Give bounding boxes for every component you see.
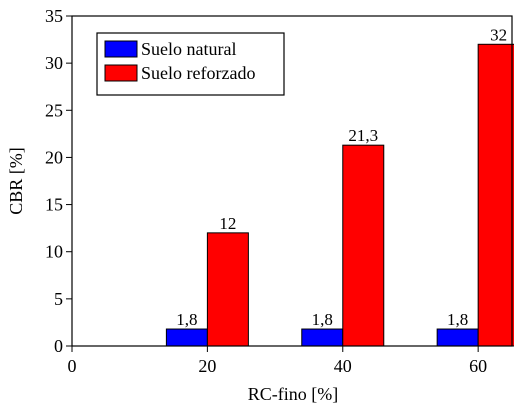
y-tick-label: 10 bbox=[45, 242, 63, 262]
bar bbox=[301, 328, 344, 347]
y-tick-label: 5 bbox=[54, 289, 63, 309]
value-label: 1,8 bbox=[176, 310, 197, 329]
bar bbox=[436, 328, 479, 347]
y-tick-label: 35 bbox=[45, 6, 63, 26]
legend-swatch bbox=[104, 64, 138, 82]
bar bbox=[477, 43, 514, 347]
y-axis-label: CBR [%] bbox=[6, 147, 26, 215]
value-label: 1,8 bbox=[447, 310, 468, 329]
legend-label: Suelo natural bbox=[141, 39, 236, 59]
y-tick-label: 20 bbox=[45, 147, 63, 167]
y-tick-label: 30 bbox=[45, 53, 63, 73]
x-tick-label: 20 bbox=[198, 356, 216, 376]
bar bbox=[206, 232, 249, 347]
x-tick-label: 40 bbox=[334, 356, 352, 376]
plot-frame bbox=[71, 15, 513, 347]
value-label: 32 bbox=[490, 25, 507, 44]
value-label: 1,8 bbox=[312, 310, 333, 329]
y-tick-label: 15 bbox=[45, 195, 63, 215]
y-tick-label: 25 bbox=[45, 100, 63, 120]
legend-swatch bbox=[104, 40, 138, 58]
y-tick-label: 0 bbox=[54, 336, 63, 356]
legend-label: Suelo reforzado bbox=[141, 63, 255, 83]
value-label: 12 bbox=[219, 214, 236, 233]
x-tick-label: 60 bbox=[469, 356, 487, 376]
bar bbox=[165, 328, 208, 347]
value-label: 21,3 bbox=[348, 126, 378, 145]
x-axis-label: RC-fino [%] bbox=[248, 384, 338, 404]
bar bbox=[342, 144, 385, 347]
x-tick-label: 0 bbox=[68, 356, 77, 376]
